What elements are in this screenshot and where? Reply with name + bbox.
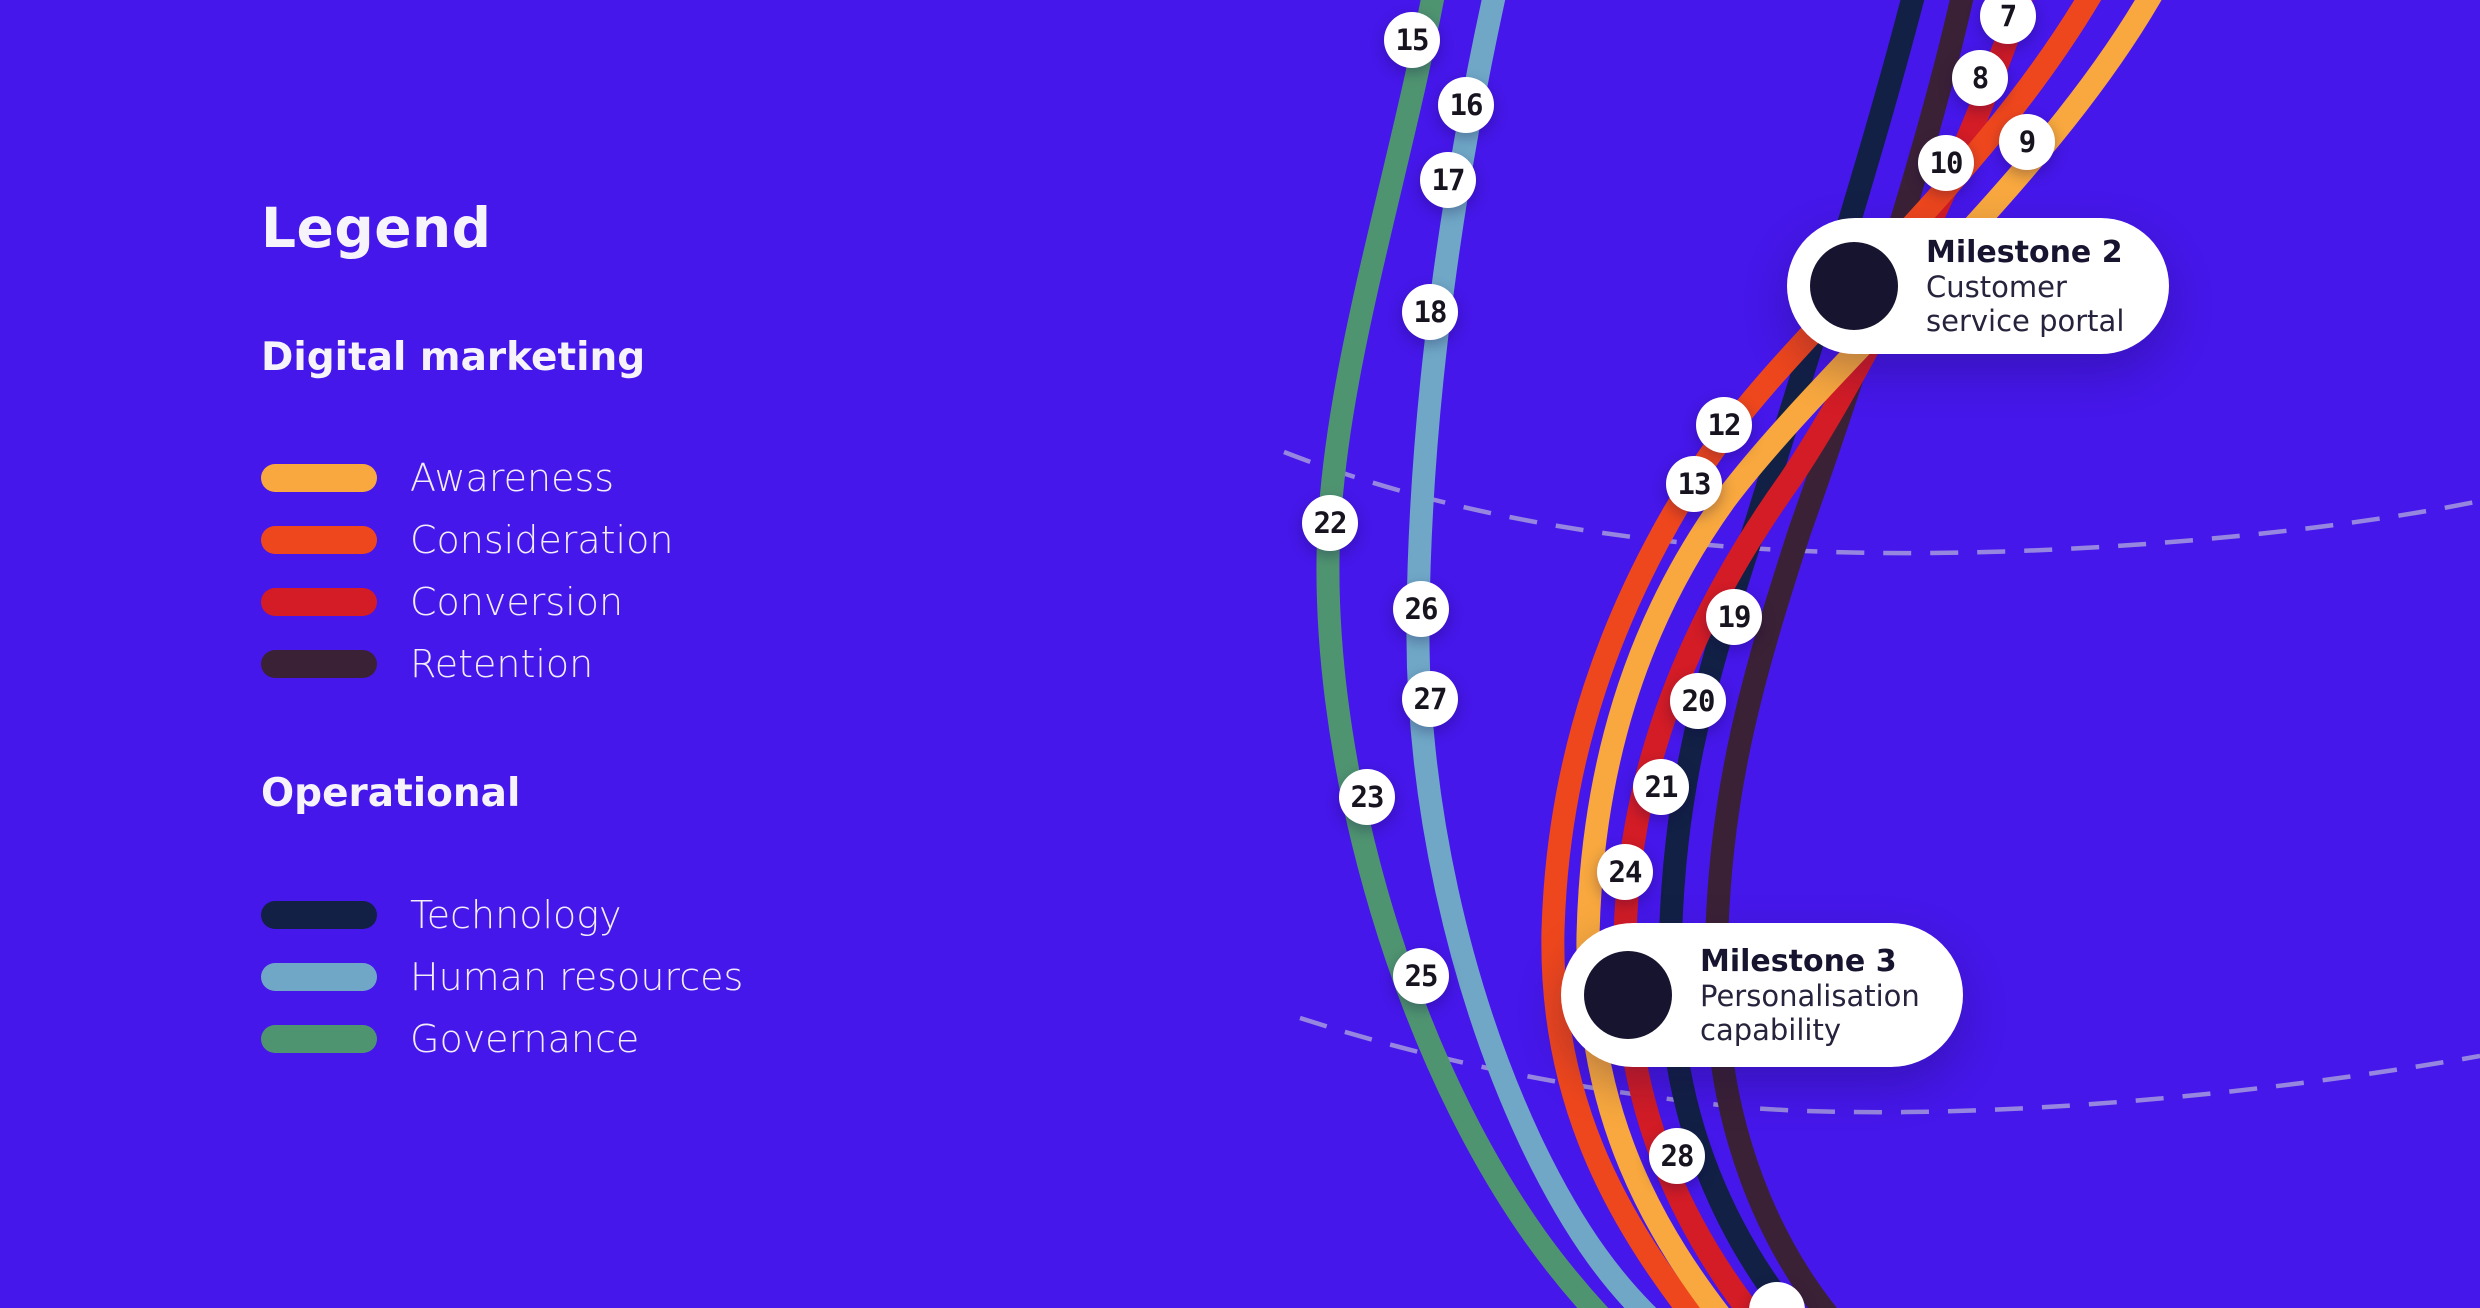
legend-list-digital-marketing: Awareness Consideration Conversion Reten…	[261, 447, 743, 695]
legend-label: Retention	[410, 642, 594, 687]
milestone-description: Personalisation capability	[1700, 979, 1920, 1047]
milestone-2-callout: Milestone 2 Customer service portal	[1787, 218, 2169, 354]
legend-label: Human resources	[410, 955, 744, 1000]
station-number: 28	[1660, 1139, 1695, 1173]
legend-label: Conversion	[410, 580, 624, 625]
station-number: 8	[1971, 61, 1989, 95]
milestone-title: Milestone 3	[1700, 943, 1897, 979]
legend-group-digital-marketing: Digital marketing	[261, 334, 646, 380]
governance-swatch	[261, 1025, 377, 1054]
station-number: 21	[1644, 770, 1679, 804]
station-number: 9	[2018, 125, 2036, 159]
station-marker-10: 10	[1918, 135, 1974, 191]
milestone-title: Milestone 2	[1926, 234, 2123, 270]
milestone-dot-icon	[1584, 951, 1672, 1039]
legend: Legend Digital marketing Awareness Consi…	[261, 198, 743, 1146]
station-number: 10	[1929, 146, 1964, 180]
legend-group-operational: Operational	[261, 771, 521, 817]
milestone-description: Customer service portal	[1926, 270, 2125, 338]
station-marker-21: 21	[1633, 759, 1689, 815]
station-number: 26	[1404, 592, 1439, 626]
station-marker-20: 20	[1670, 673, 1726, 729]
conversion-swatch	[261, 588, 377, 617]
station-number: 15	[1395, 23, 1430, 57]
station-marker-16: 16	[1438, 77, 1494, 133]
legend-list-operational: Technology Human resources Governance	[261, 884, 743, 1070]
station-marker-7: 7	[1980, 0, 2036, 44]
station-marker-17: 17	[1420, 152, 1476, 208]
station-number: 16	[1449, 88, 1484, 122]
station-number: 17	[1431, 163, 1466, 197]
station-marker-23: 23	[1339, 769, 1395, 825]
technology-swatch	[261, 901, 377, 930]
legend-label: Governance	[410, 1017, 640, 1062]
legend-item-consideration: Consideration	[261, 509, 743, 571]
line-human-resources	[1406, 0, 1657, 1308]
legend-item-conversion: Conversion	[261, 571, 743, 633]
station-marker-9: 9	[1999, 114, 2055, 170]
legend-item-retention: Retention	[261, 633, 743, 695]
milestone-dot-icon	[1810, 242, 1898, 330]
station-marker-26: 26	[1393, 581, 1449, 637]
station-number: 19	[1717, 600, 1752, 634]
station-marker-22: 22	[1302, 495, 1358, 551]
legend-label: Awareness	[410, 456, 615, 501]
legend-item-awareness: Awareness	[261, 447, 743, 509]
station-marker-18: 18	[1402, 284, 1458, 340]
station-marker-15: 15	[1384, 12, 1440, 68]
station-number: 12	[1707, 408, 1742, 442]
legend-title: Legend	[261, 196, 492, 260]
station-number: 25	[1404, 959, 1439, 993]
legend-label: Consideration	[410, 518, 674, 563]
station-marker-24: 24	[1597, 844, 1653, 900]
station-marker-25: 25	[1393, 948, 1449, 1004]
station-marker-19: 19	[1706, 589, 1762, 645]
consideration-swatch	[261, 526, 377, 555]
milestone-3-callout: Milestone 3 Personalisation capability	[1561, 923, 1963, 1067]
human-resources-swatch	[261, 963, 377, 992]
line-governance	[1316, 0, 1609, 1308]
station-number: 7	[1999, 0, 2017, 33]
station-number: 18	[1413, 295, 1448, 329]
phase-divider-lower	[1299, 1015, 2480, 1115]
station-number: 20	[1681, 684, 1716, 718]
station-number: 27	[1413, 682, 1448, 716]
station-number: 22	[1313, 506, 1348, 540]
station-number: 24	[1608, 855, 1643, 889]
awareness-swatch	[261, 464, 377, 493]
station-number: 13	[1677, 467, 1712, 501]
station-marker-27: 27	[1402, 671, 1458, 727]
phase-divider-upper	[1283, 449, 2480, 556]
retention-swatch	[261, 650, 377, 679]
station-marker-28: 28	[1649, 1128, 1705, 1184]
station-number: 23	[1350, 780, 1385, 814]
legend-item-technology: Technology	[261, 884, 743, 946]
station-marker-12: 12	[1696, 397, 1752, 453]
station-marker-13: 13	[1666, 456, 1722, 512]
legend-item-governance: Governance	[261, 1008, 743, 1070]
station-marker-8: 8	[1952, 50, 2008, 106]
legend-label: Technology	[410, 893, 622, 938]
line-technology	[1658, 0, 1925, 1308]
legend-item-human-resources: Human resources	[261, 946, 743, 1008]
